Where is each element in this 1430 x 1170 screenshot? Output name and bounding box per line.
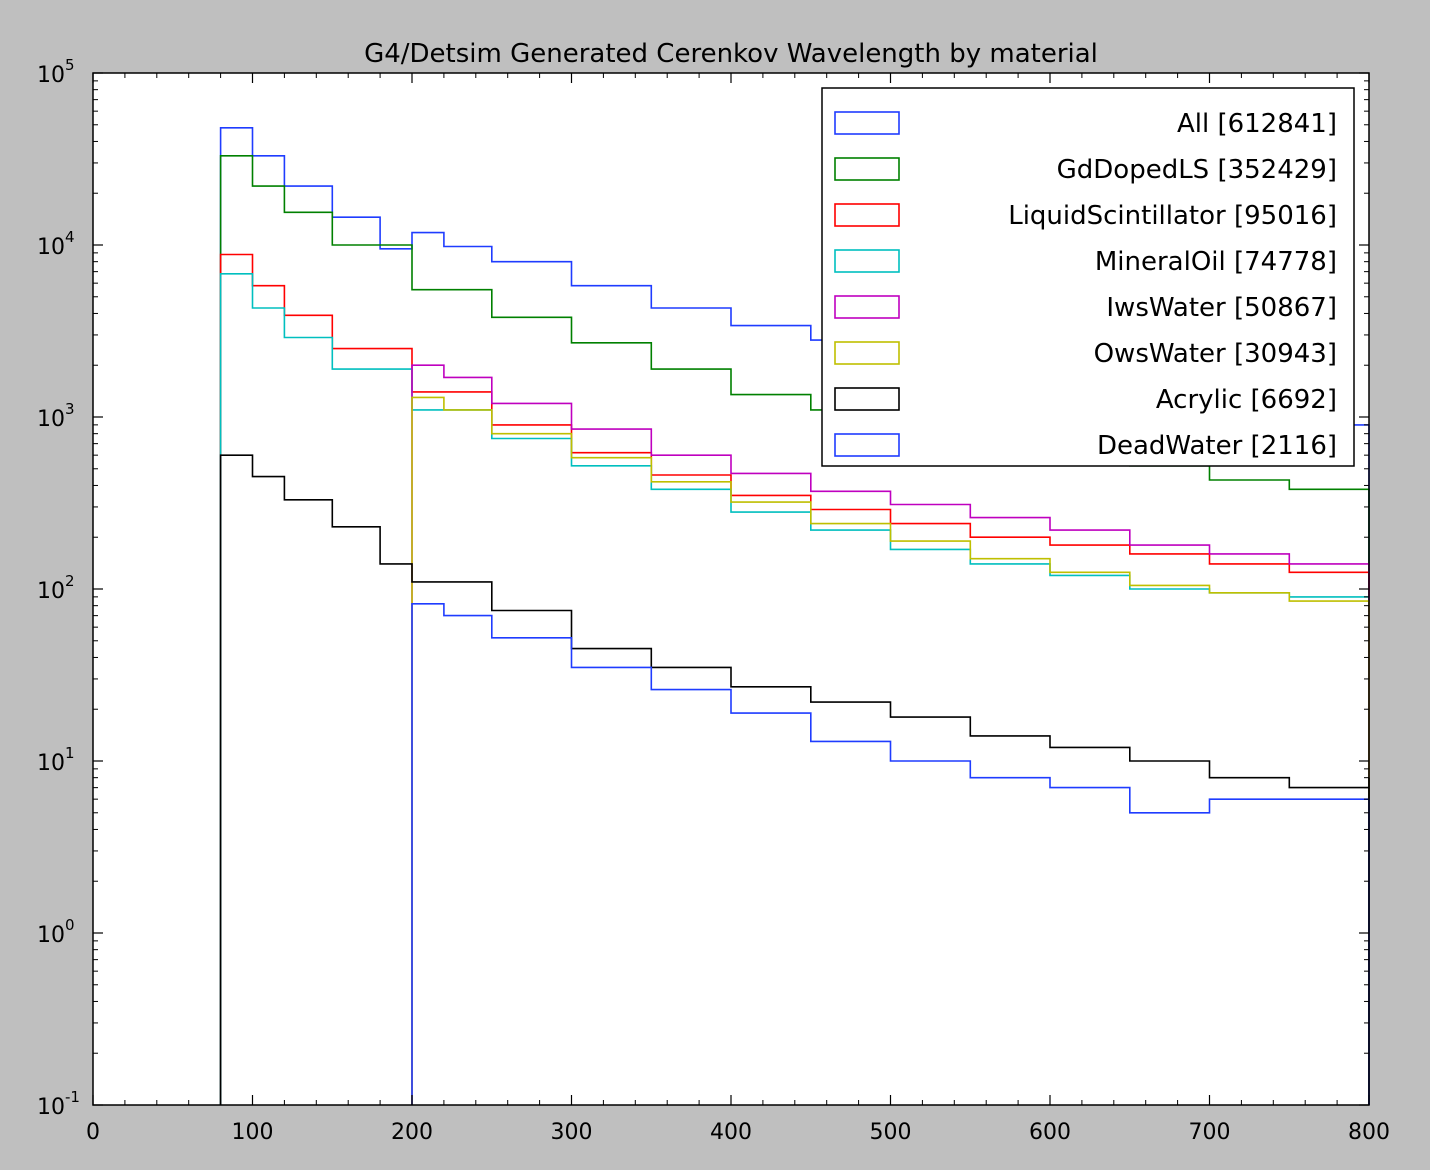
legend-label: OwsWater [30943] (1094, 339, 1337, 369)
y-tick-label: 103 (37, 400, 75, 432)
series-line-acrylic (219, 454, 1370, 1105)
y-tick-label: 102 (37, 572, 75, 604)
x-tick-label: 200 (391, 1120, 433, 1145)
x-tick-label: 800 (1348, 1120, 1390, 1145)
series-line-iwswater (411, 364, 1370, 1105)
legend-box (821, 87, 1355, 467)
x-tick-label: 600 (1029, 1120, 1071, 1145)
y-tick-label: 100 (37, 916, 75, 948)
legend-label: Acrylic [6692] (1156, 385, 1337, 415)
x-tick-label: 0 (86, 1120, 100, 1145)
legend-swatch (834, 249, 900, 273)
legend-label: DeadWater [2116] (1097, 431, 1337, 461)
legend-swatch (834, 157, 900, 181)
legend-label: LiquidScintillator [95016] (1008, 201, 1337, 231)
x-axis: 0 100 200 300 400 500 600 700 800 (86, 73, 1390, 1145)
chart-title: G4/Detsim Generated Cerenkov Wavelength … (364, 39, 1098, 69)
y-tick-label: 105 (37, 56, 75, 88)
legend-label: MineralOil [74778] (1095, 247, 1337, 277)
series-layer (219, 127, 1370, 1105)
series-line-owswater (411, 396, 1370, 1105)
x-tick-label: 300 (551, 1120, 593, 1145)
legend-swatch (834, 387, 900, 411)
legend-swatch (834, 203, 900, 227)
x-tick-label: 700 (1189, 1120, 1231, 1145)
y-tick-label: 104 (37, 228, 75, 260)
legend-swatch (834, 111, 900, 135)
legend-label: IwsWater [50867] (1106, 293, 1337, 323)
series-line-gddopedls (219, 155, 1370, 1105)
legend: All [612841] GdDopedLS [352429] LiquidScin… (821, 87, 1355, 467)
legend-label: GdDopedLS [352429] (1057, 155, 1337, 185)
x-tick-label: 100 (232, 1120, 274, 1145)
legend-swatch (834, 295, 900, 319)
series-line-deadwater (411, 603, 1370, 1105)
y-tick-label: 101 (37, 744, 75, 776)
y-axis: 10-1 100 101 102 103 104 105 (37, 56, 1369, 1120)
legend-label: All [612841] (1177, 109, 1337, 139)
legend-swatch (834, 433, 900, 457)
y-tick-label: 10-1 (37, 1088, 80, 1120)
x-tick-label: 400 (710, 1120, 752, 1145)
legend-swatch (834, 341, 900, 365)
x-tick-label: 500 (870, 1120, 912, 1145)
